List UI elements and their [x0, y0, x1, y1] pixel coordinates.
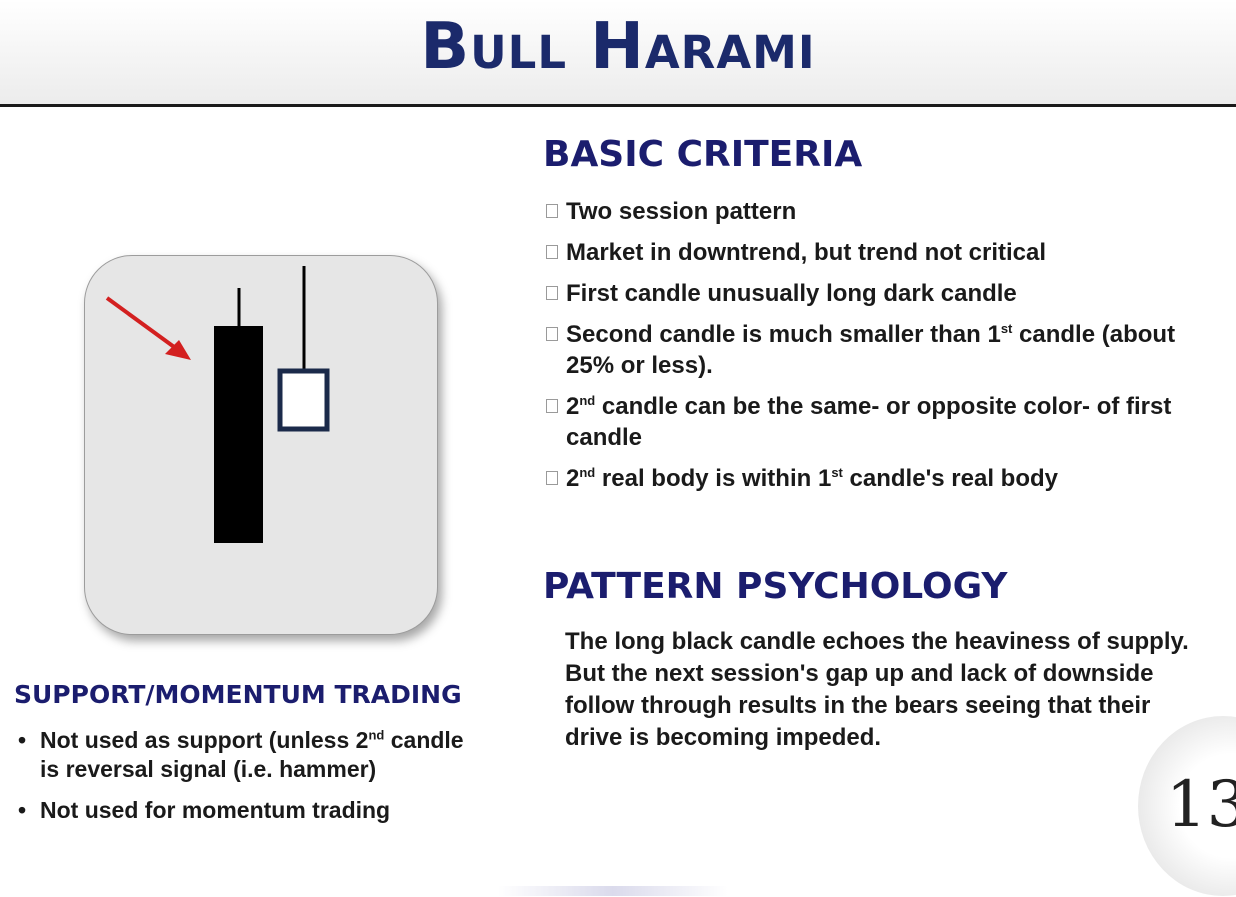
- basic-criteria-list: Two session pattern Market in downtrend,…: [544, 196, 1204, 504]
- red-arrow-icon: [105, 296, 191, 360]
- support-trading-heading: SUPPORT/MOMENTUM TRADING: [14, 680, 462, 709]
- bullet-icon: •: [18, 727, 27, 753]
- pattern-psychology-heading: PATTERN PSYCHOLOGY: [543, 566, 1008, 607]
- bullet-icon: •: [18, 797, 27, 823]
- list-item: 2nd candle can be the same- or opposite …: [544, 391, 1204, 453]
- candlestick-illustration: [84, 255, 438, 635]
- basic-criteria-heading: BASIC CRITERIA: [543, 134, 863, 175]
- slide-title: Bull Harami: [420, 10, 816, 84]
- list-item: Second candle is much smaller than 1st c…: [544, 319, 1204, 381]
- black-candle-body: [214, 326, 263, 543]
- footer-watermark: [498, 886, 728, 896]
- checkbox-bullet-icon: [546, 245, 558, 259]
- checkbox-bullet-icon: [546, 204, 558, 218]
- list-item: First candle unusually long dark candle: [544, 278, 1204, 309]
- list-item: Market in downtrend, but trend not criti…: [544, 237, 1204, 268]
- list-item: 2nd real body is within 1st candle's rea…: [544, 463, 1204, 494]
- list-item: Two session pattern: [544, 196, 1204, 227]
- checkbox-bullet-icon: [546, 327, 558, 341]
- checkbox-bullet-icon: [546, 471, 558, 485]
- white-candle-body: [277, 368, 330, 432]
- list-item: • Not used as support (unless 2nd candle …: [18, 727, 464, 782]
- support-trading-list: • Not used as support (unless 2nd candle …: [14, 726, 484, 837]
- candlestick-svg: [105, 266, 330, 543]
- title-bar: Bull Harami: [0, 0, 1236, 107]
- list-item: • Not used for momentum trading: [18, 797, 391, 823]
- page-number: 13: [1166, 768, 1236, 842]
- checkbox-bullet-icon: [546, 286, 558, 300]
- checkbox-bullet-icon: [546, 399, 558, 413]
- pattern-psychology-text: The long black candle echoes the heavine…: [565, 628, 1189, 751]
